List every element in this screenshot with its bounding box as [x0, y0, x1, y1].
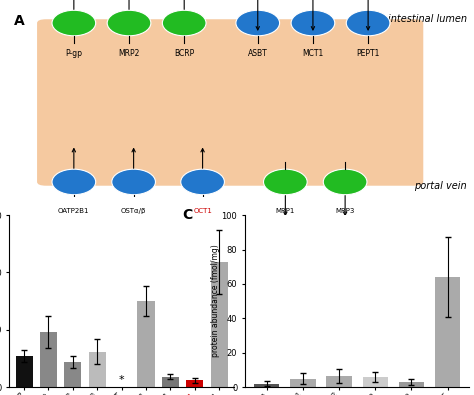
Ellipse shape: [346, 10, 390, 36]
Bar: [162, 377, 179, 387]
FancyBboxPatch shape: [37, 19, 423, 186]
Text: OATP2B1: OATP2B1: [58, 208, 90, 214]
Text: *: *: [119, 375, 125, 386]
Text: A: A: [14, 13, 25, 28]
Bar: [16, 356, 33, 387]
Ellipse shape: [163, 10, 206, 36]
Ellipse shape: [107, 10, 151, 36]
Text: OSTα/β: OSTα/β: [121, 208, 146, 214]
Bar: [327, 376, 352, 387]
Y-axis label: protein abundance (fmol/mg): protein abundance (fmol/mg): [211, 245, 220, 357]
Bar: [363, 377, 388, 387]
Ellipse shape: [291, 10, 335, 36]
Ellipse shape: [181, 169, 224, 195]
Text: PEPT1: PEPT1: [356, 49, 380, 58]
Bar: [254, 384, 279, 387]
Text: intestinal lumen: intestinal lumen: [388, 13, 467, 24]
Bar: [290, 378, 316, 387]
Text: P-gp: P-gp: [65, 49, 82, 58]
Ellipse shape: [52, 169, 96, 195]
Bar: [137, 301, 155, 387]
Bar: [64, 362, 82, 387]
Text: MCT1: MCT1: [302, 49, 324, 58]
Bar: [399, 382, 424, 387]
Text: MRP2: MRP2: [118, 49, 140, 58]
Ellipse shape: [112, 169, 155, 195]
Text: C: C: [182, 208, 192, 222]
Ellipse shape: [236, 10, 280, 36]
Ellipse shape: [323, 169, 367, 195]
Text: BCRP: BCRP: [174, 49, 194, 58]
Bar: [186, 380, 203, 387]
Text: MRP1: MRP1: [276, 208, 295, 214]
Text: MRP3: MRP3: [336, 208, 355, 214]
Bar: [40, 332, 57, 387]
Bar: [435, 277, 460, 387]
Text: OCT1: OCT1: [193, 208, 212, 214]
Text: ASBT: ASBT: [248, 49, 268, 58]
Bar: [89, 352, 106, 387]
Ellipse shape: [52, 10, 96, 36]
Text: portal vein: portal vein: [414, 181, 467, 192]
Bar: [210, 262, 228, 387]
Ellipse shape: [264, 169, 307, 195]
